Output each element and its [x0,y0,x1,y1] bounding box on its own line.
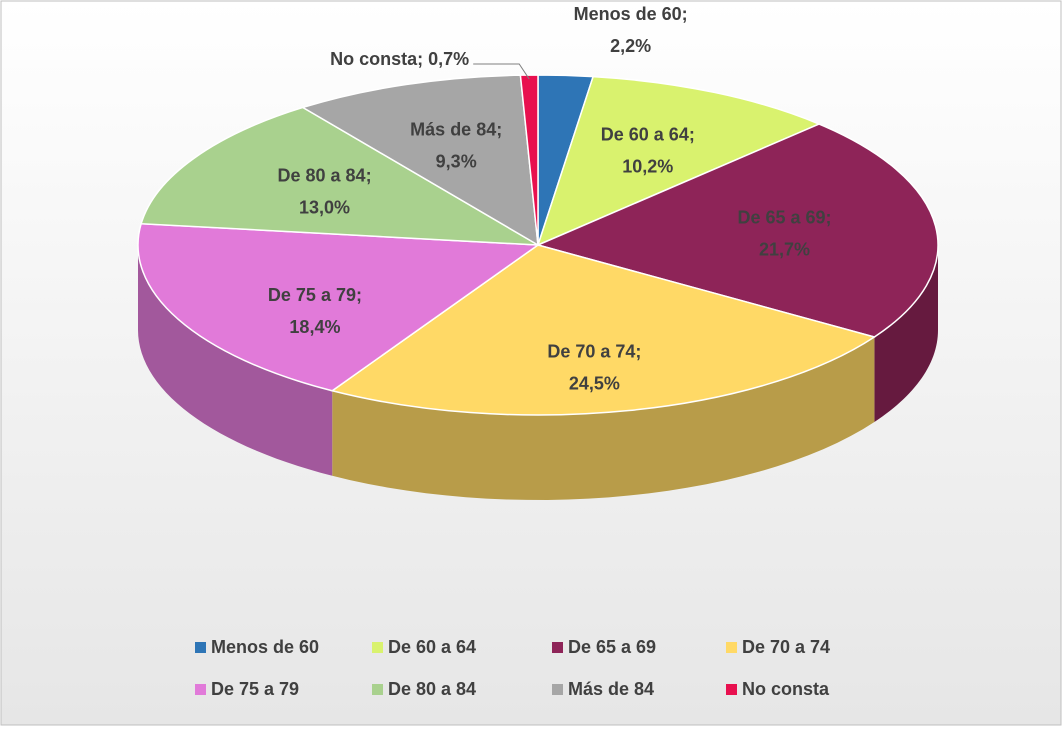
slice-side [138,245,333,476]
legend-label: Menos de 60 [211,637,319,657]
slice [519,74,539,246]
legend-swatch [552,642,563,653]
data-label: De 80 a 84; 13,0% [278,165,372,217]
legend-label: De 75 a 79 [211,679,299,699]
legend-label: De 65 a 69 [568,637,656,657]
slice [536,75,821,247]
data-label-line: 2,2% [610,36,651,56]
slice [330,244,877,416]
data-label-line: De 70 a 74; [547,341,641,361]
data-label-line: Más de 84; [410,119,502,139]
data-label: De 70 a 74; 24,5% [547,341,641,393]
data-label: Menos de 60; 2,2% [574,4,688,56]
legend-swatch [552,684,563,695]
legend-swatch [726,684,737,695]
data-label-line: 21,7% [759,239,810,259]
slice [140,106,539,246]
legend-label: No consta [742,679,830,699]
slice [535,123,939,338]
legend-label: Más de 84 [568,679,654,699]
slice [137,222,541,392]
data-label-line: 18,4% [289,317,340,337]
data-label-line: 13,0% [299,197,350,217]
legend-swatch [195,642,206,653]
data-label-line: 24,5% [569,373,620,393]
legend-swatch [726,642,737,653]
data-label: Más de 84; 9,3% [410,119,502,171]
data-label: De 60 a 64; 10,2% [601,124,695,176]
legend-swatch [372,684,383,695]
legend-swatch [195,684,206,695]
slice-side [332,336,875,500]
slice-side [874,245,938,422]
data-label-line: 10,2% [622,156,673,176]
legend-label: De 80 a 84 [388,679,476,699]
data-label-line: De 60 a 64; [601,124,695,144]
leader-line [473,63,530,80]
slice [301,74,539,247]
data-label-line: 9,3% [436,151,477,171]
legend-label: De 70 a 74 [742,637,830,657]
data-label: No consta; 0,7% [330,49,469,69]
legend-swatch [372,642,383,653]
data-label-line: De 65 a 69; [737,207,831,227]
data-label-line: De 80 a 84; [278,165,372,185]
data-label: De 75 a 79; 18,4% [268,285,362,337]
data-label-line: No consta; 0,7% [330,49,469,69]
legend-label: De 60 a 64 [388,637,476,657]
data-label-line: Menos de 60; [574,4,688,24]
data-label-line: De 75 a 79; [268,285,362,305]
data-label: De 65 a 69; 21,7% [737,207,831,259]
